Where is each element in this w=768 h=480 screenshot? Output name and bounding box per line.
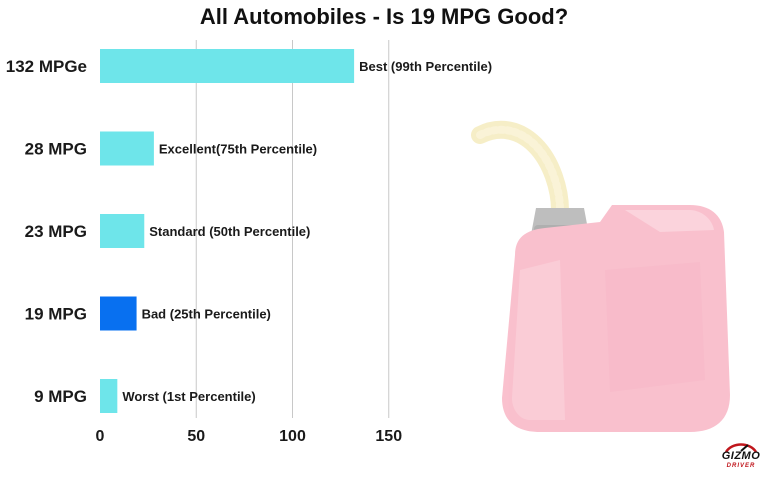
bar — [100, 131, 154, 166]
category-label: 9 MPG — [34, 387, 87, 406]
bar — [100, 379, 118, 413]
grid-lines — [195, 40, 390, 418]
bar-data-label: Bad (25th Percentile) — [142, 307, 271, 322]
logo-swoosh-icon — [724, 443, 758, 453]
bar-data-label: Standard (50th Percentile) — [149, 224, 310, 239]
logo-subtext: DRIVER — [726, 463, 756, 469]
bar-data-label: Best (99th Percentile) — [359, 59, 492, 74]
bars: 132 MPGe Best (99th Percentile) 28 MPG Exce… — [6, 49, 492, 413]
x-tick-label: 100 — [279, 428, 306, 445]
gizmo-driver-logo: GIZMO DRIVER — [718, 440, 764, 474]
bar — [100, 214, 145, 248]
bar-data-label: Excellent(75th Percentile) — [159, 142, 317, 157]
x-tick-label: 0 — [96, 428, 105, 445]
x-tick-label: 150 — [375, 428, 402, 445]
bar — [100, 296, 137, 331]
bar — [100, 49, 355, 83]
category-label: 132 MPGe — [6, 57, 87, 76]
gas-can-image — [471, 120, 730, 432]
category-label: 19 MPG — [25, 305, 87, 324]
bar-data-label: Worst (1st Percentile) — [122, 389, 255, 404]
category-label: 28 MPG — [25, 140, 87, 159]
x-tick-labels: 0 50 100 150 — [96, 428, 403, 445]
chart-title: All Automobiles - Is 19 MPG Good? — [199, 4, 569, 29]
logo-text: GIZMO — [721, 450, 761, 462]
x-tick-label: 50 — [187, 428, 205, 445]
category-label: 23 MPG — [25, 222, 87, 241]
